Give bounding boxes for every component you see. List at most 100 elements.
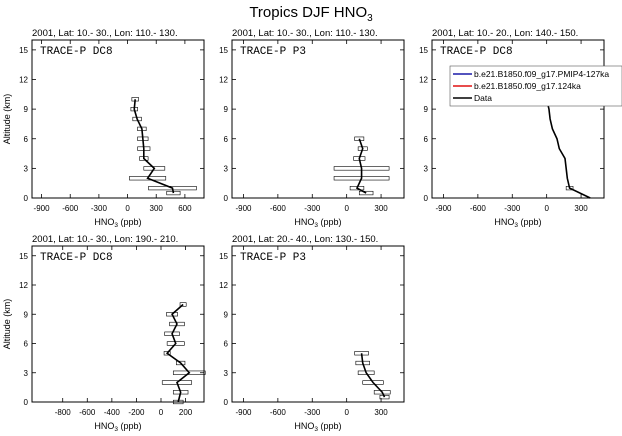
y-tick-label: 0 bbox=[24, 194, 29, 203]
panel-4: 2001, Lat: 10.- 30., Lon: 190.- 210. TRAC… bbox=[2, 234, 206, 433]
plot-frame bbox=[231, 39, 405, 199]
x-tick-label: -600 bbox=[79, 408, 96, 417]
y-tick-label: 12 bbox=[419, 76, 428, 85]
y-tick-label: 6 bbox=[24, 340, 29, 349]
error-bar bbox=[172, 370, 206, 375]
x-axis-label-sub: 3 bbox=[114, 222, 118, 229]
panel-5: 2001, Lat: 20.- 40., Lon: 130.- 150. TRAC… bbox=[219, 234, 405, 433]
legend: b.e21.B1850.f09_g17.PMIP4-127ka b.e21.B18… bbox=[449, 65, 622, 107]
figure-title: Tropics DJF HNO3 bbox=[249, 4, 373, 24]
x-tick-label: -600 bbox=[62, 204, 79, 213]
panel-title: 2001, Lat: 10.- 30., Lon: 110.- 130. bbox=[32, 28, 178, 39]
x-tick-label: 300 bbox=[574, 204, 588, 213]
x-axis-label: HNO3 (ppb) bbox=[94, 421, 141, 433]
y-tick-label: 0 bbox=[224, 398, 229, 407]
campaign-label: TRACE-P P3 bbox=[240, 46, 306, 58]
x-tick-label: -300 bbox=[304, 204, 321, 213]
error-bar bbox=[169, 321, 185, 327]
y-tick-label: 0 bbox=[424, 194, 429, 203]
y-tick-label: 3 bbox=[224, 369, 229, 378]
legend-label: b.e21.B1850.f09_g17.PMIP4-127ka bbox=[474, 69, 609, 79]
y-axis-label: Altitude (km) bbox=[2, 94, 12, 145]
error-bar bbox=[129, 176, 167, 181]
y-tick-label: 12 bbox=[19, 76, 28, 85]
campaign-label: TRACE-P DC8 bbox=[40, 252, 113, 264]
y-tick-label: 6 bbox=[24, 135, 29, 144]
x-axis-label-sub: 3 bbox=[514, 222, 518, 229]
y-tick-label: 15 bbox=[219, 46, 228, 55]
y-tick-label: 9 bbox=[224, 310, 229, 319]
y-tick-label: 15 bbox=[219, 252, 228, 261]
legend-label: Data bbox=[474, 93, 492, 103]
x-axis-label-unit: (ppb) bbox=[318, 217, 342, 227]
plot-frame bbox=[231, 245, 405, 403]
y-tick-label: 15 bbox=[19, 252, 28, 261]
error-bar bbox=[143, 166, 166, 171]
x-tick-label: 300 bbox=[150, 204, 164, 213]
panels: 2001, Lat: 10.- 30., Lon: 110.- 130. TRAC… bbox=[2, 28, 605, 433]
y-tick-label: 9 bbox=[424, 105, 429, 114]
x-axis-label-unit: (ppb) bbox=[118, 217, 142, 227]
panel-3: 2001, Lat: 10.- 20., Lon: 140.- 150. TRAC… bbox=[419, 28, 605, 229]
plot-frame bbox=[31, 39, 205, 199]
x-tick-label: 300 bbox=[374, 408, 388, 417]
error-bar bbox=[176, 360, 186, 366]
data-line bbox=[355, 138, 367, 194]
y-tick-label: 15 bbox=[19, 46, 28, 55]
x-axis-label-sub: 3 bbox=[314, 426, 318, 433]
y-tick-label: 3 bbox=[224, 164, 229, 173]
y-tick-label: 6 bbox=[224, 340, 229, 349]
x-axis-label-sub: 3 bbox=[314, 222, 318, 229]
x-axis-label: HNO3 (ppb) bbox=[294, 421, 341, 433]
x-tick-label: -800 bbox=[55, 408, 72, 417]
x-tick-label: 300 bbox=[374, 204, 388, 213]
y-tick-label: 3 bbox=[24, 369, 29, 378]
x-tick-label: 0 bbox=[544, 204, 549, 213]
x-tick-label: -600 bbox=[270, 204, 287, 213]
x-tick-label: -900 bbox=[435, 204, 452, 213]
y-tick-label: 15 bbox=[419, 46, 428, 55]
x-axis-label-main: HNO bbox=[94, 421, 114, 431]
y-tick-label: 9 bbox=[24, 310, 29, 319]
x-tick-label: -900 bbox=[235, 204, 252, 213]
data-line bbox=[360, 353, 386, 398]
panel-1: 2001, Lat: 10.- 30., Lon: 110.- 130. TRAC… bbox=[2, 28, 205, 229]
panel-2: 2001, Lat: 10.- 30., Lon: 110.- 130. TRAC… bbox=[219, 28, 405, 229]
x-tick-label: 200 bbox=[179, 408, 193, 417]
x-axis-label-main: HNO bbox=[294, 217, 314, 227]
plot-frame bbox=[31, 245, 205, 403]
x-tick-label: -300 bbox=[91, 204, 108, 213]
x-tick-label: 0 bbox=[159, 408, 164, 417]
plot-frame bbox=[431, 39, 605, 199]
y-tick-label: 3 bbox=[424, 164, 429, 173]
x-tick-label: -300 bbox=[504, 204, 521, 213]
legend-label: b.e21.B1850.f09_g17.124ka bbox=[474, 81, 581, 91]
y-tick-label: 3 bbox=[24, 164, 29, 173]
x-axis-label-unit: (ppb) bbox=[318, 421, 342, 431]
x-axis-label: HNO3 (ppb) bbox=[494, 217, 541, 229]
error-bar bbox=[179, 302, 187, 307]
x-axis-label-main: HNO bbox=[94, 217, 114, 227]
x-tick-label: -200 bbox=[128, 408, 145, 417]
campaign-label: TRACE-P P3 bbox=[240, 252, 306, 264]
x-axis-label: HNO3 (ppb) bbox=[294, 217, 341, 229]
x-axis-label-unit: (ppb) bbox=[118, 421, 142, 431]
x-tick-label: -400 bbox=[104, 408, 121, 417]
x-tick-label: -900 bbox=[235, 408, 252, 417]
x-tick-label: -600 bbox=[270, 408, 287, 417]
x-tick-label: 0 bbox=[344, 204, 349, 213]
x-axis-label-unit: (ppb) bbox=[518, 217, 542, 227]
data-line bbox=[165, 303, 191, 403]
panel-title: 2001, Lat: 10.- 30., Lon: 110.- 130. bbox=[232, 28, 378, 39]
y-tick-label: 12 bbox=[19, 281, 28, 290]
y-tick-label: 9 bbox=[24, 105, 29, 114]
x-tick-label: 0 bbox=[125, 204, 130, 213]
y-axis-label: Altitude (km) bbox=[2, 299, 12, 350]
y-tick-label: 0 bbox=[224, 194, 229, 203]
x-tick-label: -900 bbox=[34, 204, 51, 213]
panel-title: 2001, Lat: 20.- 40., Lon: 130.- 150. bbox=[232, 234, 378, 245]
y-tick-label: 0 bbox=[24, 398, 29, 407]
data-line bbox=[133, 99, 175, 194]
legend-box bbox=[449, 65, 622, 107]
